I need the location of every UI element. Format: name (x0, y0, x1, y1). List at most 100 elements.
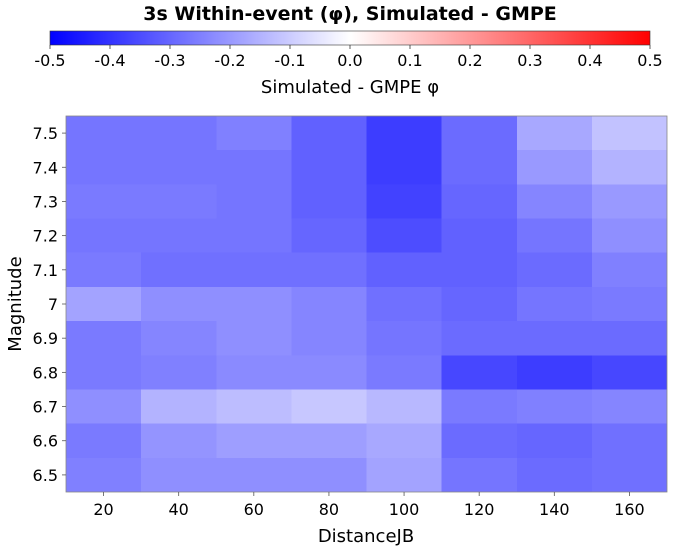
heatmap-cell (591, 184, 667, 219)
colorbar-label: Simulated - GMPE φ (261, 77, 439, 98)
y-tick-label: 7.4 (33, 158, 58, 177)
colorbar-tick-label: 0.3 (517, 51, 542, 70)
heatmap-cell (291, 116, 367, 151)
x-tick-label: 80 (319, 500, 339, 519)
y-axis-label: Magnitude (5, 256, 26, 351)
heatmap-cell (441, 286, 517, 322)
heatmap-cell (441, 252, 517, 287)
heatmap-cell (141, 423, 217, 458)
heatmap-cell (441, 218, 517, 253)
y-tick-label: 7.1 (33, 261, 58, 280)
heatmap-cell (516, 252, 592, 287)
heatmap-cell (141, 286, 217, 322)
heatmap-cell (366, 355, 442, 390)
heatmap-cell (441, 423, 517, 458)
heatmap-cell (291, 218, 367, 253)
heatmap-cell (291, 150, 367, 185)
colorbar-ticks: -0.5 -0.4 -0.3 -0.2 -0.1 0.0 0.1 0.2 0.3 0.4 0.5 (34, 45, 663, 70)
heatmap-cell (291, 286, 367, 322)
heatmap-cell (516, 423, 592, 458)
heatmap-cell (366, 218, 442, 253)
x-tick-label: 160 (614, 500, 645, 519)
colorbar (49, 30, 651, 46)
colorbar-tick-label: -0.1 (274, 51, 305, 70)
heatmap-cell (441, 116, 517, 151)
heatmap-cell (591, 355, 667, 390)
heatmap-cell (366, 389, 442, 424)
heatmap-cell (516, 389, 592, 424)
x-tick-label: 60 (244, 500, 264, 519)
heatmap-cell (216, 423, 292, 458)
y-tick-label: 6.8 (33, 363, 58, 382)
heatmap-cell (66, 457, 142, 492)
heatmap-cell (441, 184, 517, 219)
x-tick-label: 20 (93, 500, 113, 519)
heatmap-cell (591, 457, 667, 492)
heatmap-cell (66, 389, 142, 424)
heatmap-cell (291, 252, 367, 287)
heatmap-cell (216, 218, 292, 253)
heatmap-cell (516, 150, 592, 185)
heatmap-cell (291, 355, 367, 390)
y-tick-label: 7.5 (33, 124, 58, 143)
x-axis-label: DistanceJB (318, 526, 414, 547)
colorbar-tick-label: 0.2 (457, 51, 482, 70)
heatmap-cell (141, 389, 217, 424)
heatmap-cell (66, 252, 142, 287)
heatmap-cell (291, 321, 367, 356)
heatmap-cell (291, 457, 367, 492)
heatmap-cell (591, 389, 667, 424)
heatmap-cell (141, 184, 217, 219)
heatmap-cell (291, 389, 367, 424)
heatmap-cell (516, 286, 592, 322)
heatmap-cells (66, 116, 667, 492)
heatmap-cell (66, 286, 142, 322)
y-tick-label: 7 (48, 295, 58, 314)
heatmap-cell (441, 389, 517, 424)
colorbar-tick-label: 0.5 (637, 51, 662, 70)
heatmap-cell (216, 184, 292, 219)
heatmap-cell (66, 321, 142, 356)
heatmap-cell (141, 150, 217, 185)
heatmap-cell (66, 423, 142, 458)
heatmap-cell (591, 286, 667, 322)
y-tick-label: 6.7 (33, 398, 58, 417)
x-tick-label: 120 (464, 500, 495, 519)
heatmap-cell (591, 218, 667, 253)
heatmap-cell (66, 355, 142, 390)
heatmap-cell (366, 321, 442, 356)
heatmap-cell (216, 389, 292, 424)
heatmap-cell (216, 286, 292, 322)
heatmap-cell (591, 321, 667, 356)
heatmap-cell (441, 457, 517, 492)
heatmap-cell (441, 321, 517, 356)
colorbar-tick-label: 0.4 (577, 51, 602, 70)
heatmap-cell (516, 218, 592, 253)
colorbar-tick-label: 0.1 (397, 51, 422, 70)
heatmap-cell (591, 423, 667, 458)
heatmap-cell (516, 355, 592, 390)
heatmap-cell (366, 423, 442, 458)
heatmap-cell (141, 457, 217, 492)
heatmap-cell (216, 116, 292, 151)
heatmap-cell (66, 116, 142, 151)
heatmap-cell (516, 184, 592, 219)
x-tick-label: 140 (539, 500, 570, 519)
heatmap-cell (216, 150, 292, 185)
heatmap-cell (216, 252, 292, 287)
heatmap-cell (591, 116, 667, 151)
heatmap-cell (66, 218, 142, 253)
heatmap-cell (516, 457, 592, 492)
colorbar-tick-label: -0.2 (214, 51, 245, 70)
colorbar-tick-label: -0.4 (94, 51, 125, 70)
chart-title: 3s Within-event (φ), Simulated - GMPE (143, 3, 557, 25)
x-axis-ticks: 20 40 60 80 100 120 140 160 (93, 492, 645, 519)
y-tick-label: 6.5 (33, 466, 58, 485)
x-tick-label: 40 (169, 500, 189, 519)
heatmap-cell (291, 184, 367, 219)
heatmap-cell (141, 116, 217, 151)
heatmap-cell (291, 423, 367, 458)
heatmap-cell (441, 150, 517, 185)
heatmap-cell (216, 355, 292, 390)
